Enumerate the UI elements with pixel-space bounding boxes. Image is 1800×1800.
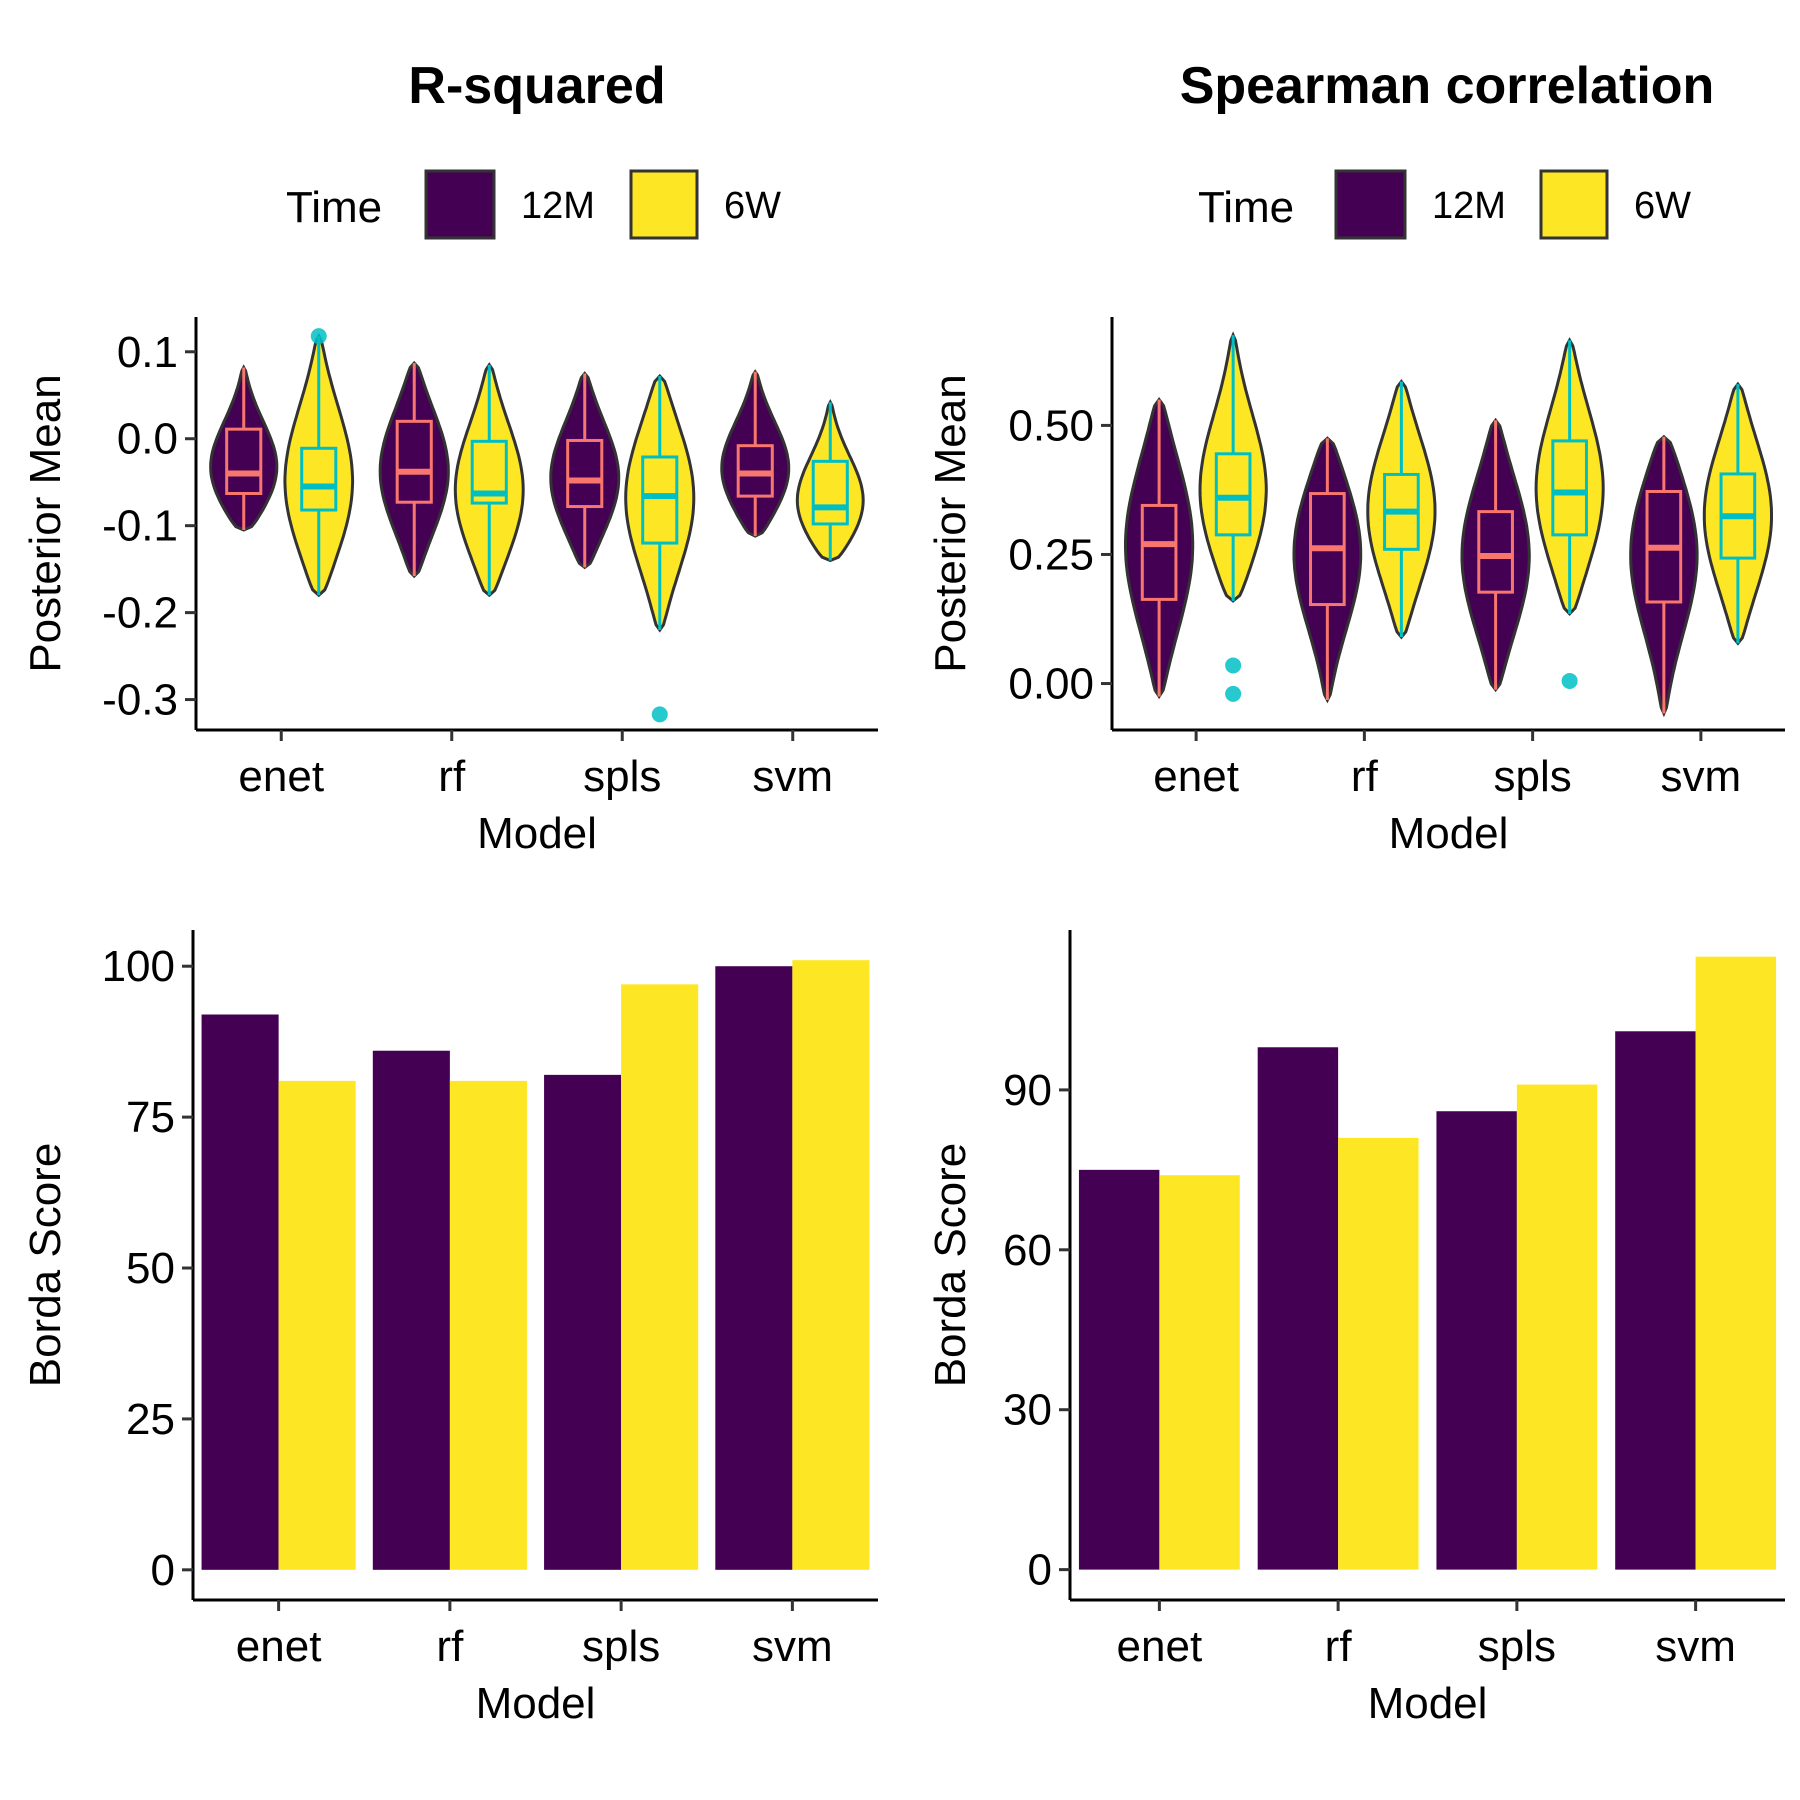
spear-violin-box-6W-enet xyxy=(1214,452,1252,537)
spear-bar-bar-6W-svm xyxy=(1695,956,1777,1570)
rsq-violin-x-axis-title: Model xyxy=(477,809,597,858)
rsq-legend-title: Time xyxy=(286,183,382,232)
rsq-violin-outlier-6W-spls xyxy=(651,706,668,723)
rsq-violin-outlier-6W-enet xyxy=(310,328,327,345)
spear-legend-key-12M xyxy=(1334,169,1407,240)
rsq-violin-box-6W-rf xyxy=(470,439,508,505)
rsq-bar-bar-12M-rf xyxy=(372,1050,450,1570)
rsq-bar-y-tick-label: 50 xyxy=(126,1244,175,1293)
spear-bar-y-axis-title: Borda Score xyxy=(926,1143,975,1388)
rsq-bar-bar-12M-svm xyxy=(715,966,793,1570)
rsq-bar-x-tick-label: svm xyxy=(752,1622,833,1671)
spear-legend-title: Time xyxy=(1198,183,1294,232)
rsq-violin-box-6W-spls xyxy=(641,455,679,545)
rsq-violin-y-tick-label: -0.1 xyxy=(102,502,178,551)
spear-violin-outlier-6W-enet xyxy=(1225,657,1242,674)
spear-bar-y-tick-label: 60 xyxy=(1003,1226,1052,1275)
spear-bar-x-tick-label: rf xyxy=(1325,1622,1353,1671)
rsq-legend-label-6W: 6W xyxy=(724,185,781,227)
spear-bar-x-tick-label: spls xyxy=(1478,1622,1556,1671)
rsq-legend: Time 12M 6W xyxy=(286,169,781,240)
spear-violin-x-tick-label: enet xyxy=(1153,752,1239,801)
rsq-violin-x-tick-label: enet xyxy=(238,752,324,801)
spear-bar-bar-12M-svm xyxy=(1615,1031,1696,1570)
rsq-violin-x-tick-label: rf xyxy=(438,752,466,801)
spear-violin-x-tick-label: spls xyxy=(1494,752,1572,801)
rsq-violin-y-tick-label: 0.1 xyxy=(117,328,178,377)
spear-violin-box-6W-spls xyxy=(1551,439,1588,537)
spear-violin-y-tick-label: 0.50 xyxy=(1008,401,1094,450)
rsq-violin-x-tick-label: spls xyxy=(583,752,661,801)
spear-bar-y-tick-label: 30 xyxy=(1003,1386,1052,1435)
rsq-bar-bar-6W-enet xyxy=(278,1080,356,1570)
rsq-violin-box-6W-enet xyxy=(300,446,338,512)
rsq-bar-bar-12M-spls xyxy=(544,1074,622,1570)
rsq-violin-box-12M-rf xyxy=(395,419,433,504)
spear-legend-label-6W: 6W xyxy=(1634,185,1691,227)
rsq-violin-violin-6W-rf xyxy=(453,362,525,598)
spear-bar-x-tick-label: svm xyxy=(1655,1622,1736,1671)
spear-violin-y-axis-title: Posterior Mean xyxy=(926,374,975,672)
spear-bar-bar-12M-enet xyxy=(1078,1169,1160,1570)
rsq-bar-y-tick-label: 0 xyxy=(151,1546,175,1595)
rsq-bar-y-axis-title: Borda Score xyxy=(21,1143,70,1388)
rsq-bar-x-tick-label: enet xyxy=(236,1622,322,1671)
rsq-bar-bar-6W-svm xyxy=(792,960,870,1570)
rsq-violin-y-axis-title: Posterior Mean xyxy=(21,374,70,672)
spear-violin-x-tick-label: svm xyxy=(1661,752,1742,801)
rsq-legend-label-12M: 12M xyxy=(521,185,595,227)
spear-bar-x-axis-title: Model xyxy=(1368,1679,1488,1728)
rsq-violin-box-12M-spls xyxy=(566,438,604,509)
rsq-bar-x-tick-label: spls xyxy=(582,1622,660,1671)
rsq-legend-key-6W xyxy=(629,169,699,240)
spear-legend-key-6W xyxy=(1539,169,1609,240)
rsq-bar-x-axis-title: Model xyxy=(476,1679,596,1728)
rsq-bar-panel: 100 75 50 25 0 enet rf spls svm Model Borda Score xyxy=(21,930,878,1728)
spear-bar-y-tick-label: 0 xyxy=(1028,1546,1052,1595)
spear-violin-y-tick-label: 0.00 xyxy=(1008,660,1094,709)
rsq-violin-y-tick-label: 0.0 xyxy=(117,415,178,464)
spear-violin-outlier-6W-enet xyxy=(1225,685,1242,702)
rsq-legend-key-12M xyxy=(424,169,496,240)
rsq-bar-y-tick-label: 75 xyxy=(126,1093,175,1142)
spear-bar-bar-6W-enet xyxy=(1159,1175,1240,1570)
rsq-bar-bar-12M-enet xyxy=(201,1014,279,1570)
rsq-violin-box-6W-svm xyxy=(811,459,849,526)
spear-bar-bar-12M-rf xyxy=(1257,1047,1339,1570)
spear-violin-x-axis-title: Model xyxy=(1389,809,1509,858)
spear-violin-violin-6W-spls xyxy=(1534,337,1605,616)
rsq-bar-bar-6W-spls xyxy=(621,984,699,1570)
spear-bar-bar-6W-spls xyxy=(1516,1084,1598,1570)
spear-violin-outlier-6W-spls xyxy=(1561,672,1578,689)
rsq-violin-panel: 0.1 0.0 -0.1 -0.2 -0.3 enet rf spls svm Model Post… xyxy=(21,317,878,858)
rsq-violin-box-12M-enet xyxy=(225,427,263,496)
rsq-bar-bar-6W-rf xyxy=(449,1080,527,1570)
spear-bar-bar-6W-rf xyxy=(1338,1137,1419,1570)
spear-bar-x-tick-label: enet xyxy=(1117,1622,1203,1671)
spear-legend-label-12M: 12M xyxy=(1432,185,1506,227)
spear-bar-y-tick-label: 90 xyxy=(1003,1066,1052,1115)
rsq-violin-violin-12M-spls xyxy=(549,371,621,570)
spear-legend: Time 12M 6W xyxy=(1198,169,1691,240)
spear-violin-panel: 0.50 0.25 0.00 enet rf spls svm Model Posterior … xyxy=(926,317,1785,858)
rsq-violin-y-tick-label: -0.2 xyxy=(102,589,178,638)
spear-bar-panel: 90 60 30 0 enet rf spls svm Model Borda Score xyxy=(926,930,1785,1728)
spear-violin-x-tick-label: rf xyxy=(1351,752,1379,801)
rsq-bar-x-tick-label: rf xyxy=(436,1622,464,1671)
rsq-violin-y-tick-label: -0.3 xyxy=(102,676,178,725)
rsq-bar-y-tick-label: 100 xyxy=(102,942,175,991)
rsq-panel-title: R-squared xyxy=(408,57,665,115)
spear-violin-box-12M-enet xyxy=(1140,503,1178,601)
rsq-violin-x-tick-label: svm xyxy=(752,752,833,801)
spear-violin-y-tick-label: 0.25 xyxy=(1008,530,1094,579)
spear-bar-bar-12M-spls xyxy=(1436,1111,1517,1570)
spear-panel-title: Spearman correlation xyxy=(1180,57,1715,115)
rsq-violin-violin-6W-spls xyxy=(624,373,696,633)
spear-violin-box-12M-spls xyxy=(1477,510,1514,594)
rsq-bar-y-tick-label: 25 xyxy=(126,1395,175,1444)
